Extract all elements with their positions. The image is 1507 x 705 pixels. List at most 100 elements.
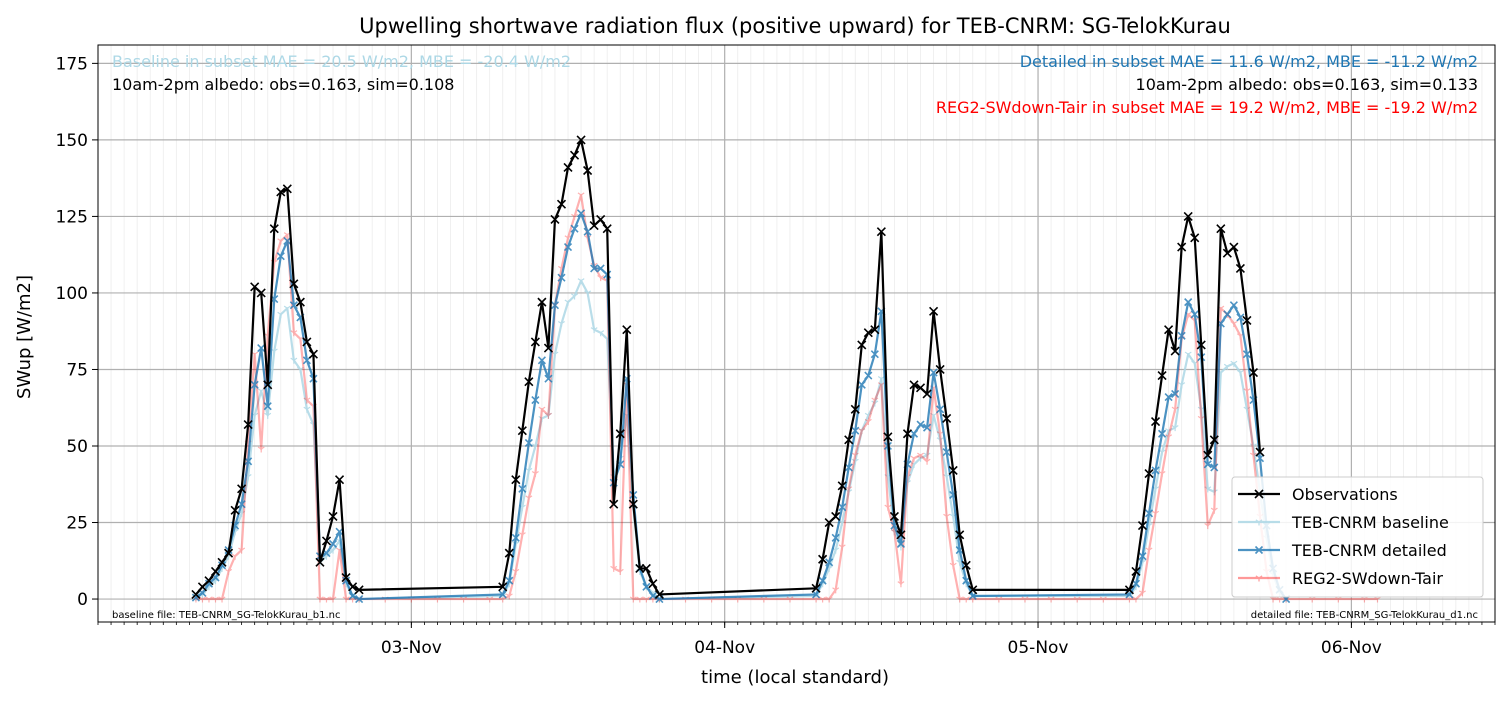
legend-marker-teb-cnrm-detailed bbox=[1254, 545, 1264, 555]
data-point-observations bbox=[1190, 233, 1200, 243]
data-point-teb-cnrm-detailed bbox=[1144, 509, 1154, 518]
data-point-teb-cnrm-baseline bbox=[571, 293, 579, 300]
data-point-teb-cnrm-baseline bbox=[558, 320, 565, 328]
data-point-teb-cnrm-detailed bbox=[531, 396, 540, 405]
y-tick-label: 150 bbox=[56, 131, 88, 151]
data-point-observations bbox=[328, 511, 338, 521]
data-point-teb-cnrm-detailed bbox=[1190, 310, 1199, 319]
series-layer bbox=[191, 135, 1381, 604]
data-point-teb-cnrm-detailed bbox=[648, 591, 657, 601]
plot-frame bbox=[97, 44, 1496, 623]
data-point-observations bbox=[210, 566, 221, 577]
data-point-teb-cnrm-detailed bbox=[263, 402, 272, 411]
data-point-observations bbox=[354, 585, 364, 595]
data-point-teb-cnrm-detailed bbox=[818, 576, 827, 585]
axes-layer: 03-Nov 04-Nov 05-Nov 06-Nov 0 25 50 75 100 125 150… bbox=[56, 54, 1496, 658]
data-point-reg2-swdown-tair bbox=[1249, 452, 1257, 459]
data-point-teb-cnrm-baseline bbox=[1243, 406, 1251, 413]
y-tick-label: 175 bbox=[56, 54, 88, 74]
data-point-teb-cnrm-baseline bbox=[910, 461, 918, 468]
data-point-observations bbox=[961, 560, 971, 570]
data-point-observations bbox=[1209, 435, 1219, 445]
legend-swatch-teb-cnrm-baseline bbox=[1238, 519, 1280, 526]
data-point-reg2-swdown-tair bbox=[257, 446, 265, 453]
data-point-observations bbox=[628, 499, 638, 509]
data-point-teb-cnrm-baseline bbox=[851, 458, 859, 465]
data-point-observations bbox=[530, 337, 540, 347]
data-point-observations bbox=[648, 579, 658, 589]
data-point-teb-cnrm-detailed bbox=[191, 593, 200, 602]
data-point-teb-cnrm-detailed bbox=[596, 264, 605, 273]
data-point-observations bbox=[289, 279, 299, 289]
data-point-teb-cnrm-detailed bbox=[244, 457, 253, 466]
data-point-teb-cnrm-detailed bbox=[936, 405, 945, 414]
data-point-teb-cnrm-baseline bbox=[1191, 360, 1199, 367]
data-point-reg2-swdown-tair bbox=[460, 596, 468, 603]
data-point-observations bbox=[543, 343, 554, 353]
data-point-teb-cnrm-baseline bbox=[930, 412, 938, 419]
data-point-observations bbox=[537, 297, 547, 307]
data-point-reg2-swdown-tair bbox=[342, 596, 350, 603]
data-point-observations bbox=[276, 187, 286, 197]
data-point-teb-cnrm-baseline bbox=[1178, 382, 1186, 389]
data-point-observations bbox=[615, 429, 625, 439]
data-point-teb-cnrm-baseline bbox=[917, 455, 925, 462]
legend-swatch-reg2-swdown-tair bbox=[1238, 575, 1280, 582]
data-point-teb-cnrm-baseline bbox=[1204, 486, 1212, 493]
data-point-reg2-swdown-tair bbox=[486, 596, 494, 603]
chart-title: Upwelling shortwave radiation flux (posi… bbox=[359, 14, 1231, 38]
data-point-reg2-swdown-tair bbox=[1230, 320, 1238, 328]
data-point-observations bbox=[818, 554, 828, 564]
data-point-teb-cnrm-detailed bbox=[1223, 310, 1232, 319]
data-point-observations bbox=[942, 413, 952, 424]
data-point-observations bbox=[308, 349, 318, 359]
data-point-reg2-swdown-tair bbox=[917, 452, 925, 459]
data-point-teb-cnrm-detailed bbox=[355, 594, 364, 604]
data-point-observations bbox=[204, 576, 214, 586]
data-point-teb-cnrm-detailed bbox=[577, 209, 586, 218]
data-point-teb-cnrm-baseline bbox=[1171, 425, 1179, 432]
data-point-observations bbox=[295, 297, 305, 307]
data-point-teb-cnrm-detailed bbox=[929, 368, 938, 377]
data-point-teb-cnrm-baseline bbox=[584, 290, 592, 297]
data-point-teb-cnrm-baseline bbox=[1236, 369, 1244, 377]
data-point-observations bbox=[517, 426, 527, 436]
x-axis-label: time (local standard) bbox=[701, 667, 889, 688]
data-point-reg2-swdown-tair bbox=[518, 532, 526, 539]
legend-label-teb-cnrm-detailed: TEB-CNRM detailed bbox=[1291, 541, 1447, 560]
data-point-observations bbox=[1203, 450, 1213, 460]
data-point-observations bbox=[191, 589, 201, 600]
data-point-observations bbox=[243, 419, 253, 430]
y-axis-label: SWup [W/m2] bbox=[14, 275, 35, 399]
legend-swatch-teb-cnrm-detailed bbox=[1238, 545, 1280, 555]
data-point-reg2-swdown-tair bbox=[786, 596, 794, 603]
data-point-teb-cnrm-detailed bbox=[1171, 389, 1180, 399]
data-point-observations bbox=[348, 582, 358, 592]
y-tick-label: 25 bbox=[66, 514, 88, 534]
data-point-teb-cnrm-detailed bbox=[544, 374, 553, 383]
baseline-file-annotation: baseline file: TEB-CNRM_SG-TelokKurau_b1… bbox=[112, 610, 341, 621]
data-point-reg2-swdown-tair bbox=[1152, 510, 1160, 517]
data-point-reg2-swdown-tair bbox=[277, 238, 285, 245]
data-point-observations bbox=[511, 475, 521, 485]
data-point-teb-cnrm-baseline bbox=[864, 412, 872, 419]
data-point-observations bbox=[844, 435, 854, 445]
data-point-reg2-swdown-tair bbox=[1021, 596, 1029, 603]
data-point-reg2-swdown-tair bbox=[322, 596, 330, 603]
data-point-teb-cnrm-baseline bbox=[1249, 443, 1257, 450]
data-point-observations bbox=[563, 162, 573, 173]
data-point-reg2-swdown-tair bbox=[290, 330, 298, 337]
data-point-observations bbox=[1216, 224, 1226, 234]
data-point-observations bbox=[1150, 416, 1161, 427]
data-point-teb-cnrm-detailed bbox=[916, 420, 925, 429]
data-point-teb-cnrm-detailed bbox=[1210, 463, 1219, 472]
data-point-observations bbox=[902, 429, 913, 439]
data-point-teb-cnrm-baseline bbox=[257, 388, 265, 395]
data-point-teb-cnrm-detailed bbox=[1158, 429, 1167, 438]
data-point-observations bbox=[935, 364, 945, 375]
data-point-teb-cnrm-baseline bbox=[531, 443, 539, 450]
data-point-reg2-swdown-tair bbox=[629, 596, 637, 603]
data-point-teb-cnrm-detailed bbox=[851, 426, 860, 435]
data-point-observations bbox=[948, 465, 958, 476]
